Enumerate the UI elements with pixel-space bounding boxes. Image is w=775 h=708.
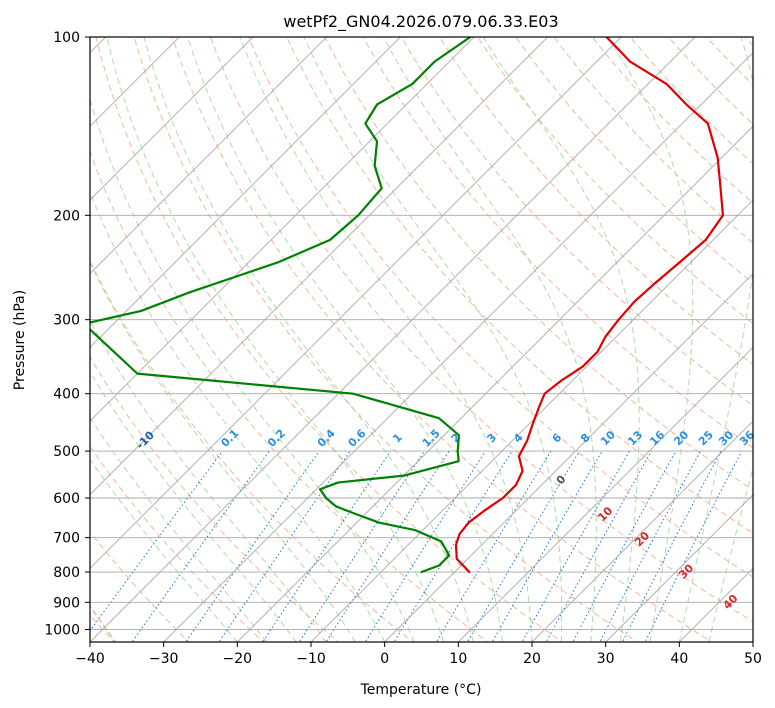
chart-title: wetPf2_GN04.2026.079.06.33.E03 xyxy=(283,12,558,32)
x-tick-label: 10 xyxy=(449,651,467,667)
y-axis: 100 200 300 400 500 600 700 800 900 1000 xyxy=(44,30,90,638)
mixing-ratio-line xyxy=(325,450,450,642)
x-axis-label: Temperature (°C) xyxy=(360,682,482,698)
isotherm-line xyxy=(90,37,254,201)
mixing-ratio-line xyxy=(621,450,722,642)
dry-adiabat xyxy=(248,37,753,578)
x-tick-label: 30 xyxy=(597,651,615,667)
isotherm-line xyxy=(163,52,753,642)
dry-adiabat xyxy=(438,37,753,366)
isotherm-line xyxy=(90,37,475,422)
x-tick-label: −30 xyxy=(149,651,179,667)
x-tick-label: 50 xyxy=(744,651,762,667)
isotherm-line xyxy=(384,273,753,642)
moist-adiabat xyxy=(187,37,504,642)
mixing-ratio-line xyxy=(90,450,223,632)
moist-adiabat xyxy=(303,37,563,642)
mixing-ratio-line xyxy=(572,450,677,642)
moist-adiabat xyxy=(482,37,640,642)
mixing-ratio-line xyxy=(262,450,392,642)
dry-adiabat xyxy=(90,356,339,642)
moist-adiabat xyxy=(678,37,753,642)
moist-adiabat xyxy=(90,261,356,642)
x-tick-label: 40 xyxy=(670,651,688,667)
dry-adiabat xyxy=(591,37,753,204)
y-tick-label: 600 xyxy=(53,491,80,507)
moist-adiabat xyxy=(90,320,327,642)
isotherm-line xyxy=(90,37,549,496)
dry-adiabat xyxy=(90,150,489,642)
moist-adiabat xyxy=(90,458,238,642)
plot-area: -100-90-80-70-60-50-40-30-20-10010203040… xyxy=(90,37,753,642)
y-tick-label: 500 xyxy=(53,444,80,460)
dry-adiabat xyxy=(171,37,713,642)
mixing-ratio-line xyxy=(298,450,425,642)
y-tick-label: 100 xyxy=(53,30,80,46)
dry-adiabat xyxy=(629,37,753,165)
x-tick-label: 0 xyxy=(380,651,389,667)
isotherms xyxy=(90,37,753,642)
mixing-ratio-line xyxy=(393,450,513,642)
dry-adiabat xyxy=(90,445,265,642)
isotherm-line xyxy=(236,125,753,642)
dry-adiabat xyxy=(515,37,753,284)
mixing-ratio-line xyxy=(599,450,701,642)
dry-adiabat xyxy=(90,259,414,642)
isotherm-line xyxy=(457,346,753,642)
dry-adiabat xyxy=(477,37,753,325)
dry-adiabat xyxy=(286,37,753,534)
isotherm-line xyxy=(310,199,753,642)
dry-adiabat xyxy=(400,37,753,407)
moist-adiabat xyxy=(708,466,753,642)
y-tick-label: 900 xyxy=(53,595,80,611)
y-tick-label: 200 xyxy=(53,208,80,224)
y-axis-label: Pressure (hPa) xyxy=(12,290,28,390)
mixing-ratio-line xyxy=(364,450,486,642)
y-tick-label: 400 xyxy=(53,387,80,403)
dry-adiabat xyxy=(362,37,753,449)
moist-adiabat xyxy=(90,190,386,642)
y-tick-label: 1000 xyxy=(44,622,80,638)
dry-adiabat xyxy=(209,37,753,623)
isotherm-line xyxy=(90,37,328,275)
isotherm-line xyxy=(90,37,696,642)
y-tick-label: 800 xyxy=(53,565,80,581)
plot-frame xyxy=(89,36,754,643)
isotherm-line xyxy=(90,37,401,348)
moist-adiabat xyxy=(106,37,445,642)
moist-adiabat xyxy=(382,37,597,642)
x-tick-label: −40 xyxy=(75,651,105,667)
y-tick-label: 700 xyxy=(53,531,80,547)
moist-adiabat xyxy=(607,37,694,642)
x-axis: −40 −30 −20 −10 0 10 20 30 40 50 xyxy=(75,642,762,667)
mixing-ratio-lines xyxy=(90,450,743,642)
x-tick-label: −20 xyxy=(223,651,253,667)
dry-adiabat xyxy=(133,37,638,642)
y-tick-label: 300 xyxy=(53,313,80,329)
mixing-ratio-line xyxy=(466,450,580,642)
dry-adiabats xyxy=(90,37,753,642)
sounding-profiles xyxy=(90,37,725,574)
x-tick-label: 20 xyxy=(523,651,541,667)
isotherm-line xyxy=(531,420,753,642)
mixing-ratio-line xyxy=(131,450,270,642)
moist-adiabat xyxy=(90,370,297,642)
mixing-ratio-line xyxy=(185,450,320,642)
moist-adiabat xyxy=(239,37,533,642)
dewpoint-profile-line xyxy=(90,37,472,574)
x-tick-label: −10 xyxy=(296,651,326,667)
dry-adiabat xyxy=(95,37,564,642)
mixing-ratio-line xyxy=(218,450,351,642)
temperature-profile-line xyxy=(454,37,725,574)
pressure-gridlines xyxy=(90,37,753,630)
isotherm-line xyxy=(90,37,622,569)
moist-adiabat xyxy=(143,37,474,642)
moist-adiabat xyxy=(90,416,268,642)
isotherm-line xyxy=(605,494,753,642)
